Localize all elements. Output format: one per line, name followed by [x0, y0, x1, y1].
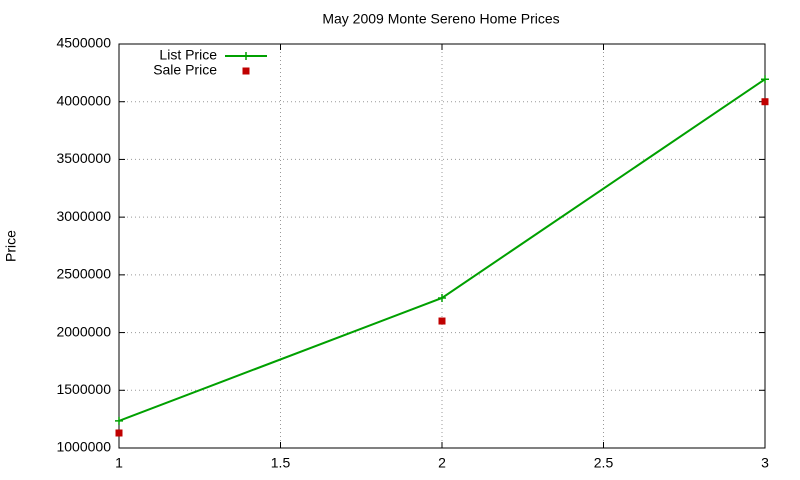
data-point	[761, 75, 769, 84]
legend-label: List Price	[159, 47, 217, 63]
y-tick-label: 1500000	[56, 381, 111, 397]
y-tick-label: 2000000	[56, 323, 111, 339]
y-tick-label: 4500000	[56, 35, 111, 51]
data-point	[761, 98, 769, 106]
data-point	[438, 317, 446, 325]
y-tick-label: 1000000	[56, 439, 111, 455]
y-tick-label: 3500000	[56, 150, 111, 166]
x-tick-label: 2	[438, 455, 446, 471]
chart-title: May 2009 Monte Sereno Home Prices	[322, 11, 559, 27]
plot-border	[118, 43, 766, 449]
y-tick-label: 4000000	[56, 92, 111, 108]
y-tick-label: 3000000	[56, 208, 111, 224]
legend-swatch	[242, 67, 250, 75]
x-tick-label: 1.5	[271, 455, 291, 471]
y-axis-label: Price	[3, 230, 19, 262]
series-line	[118, 78, 766, 422]
x-tick-label: 2.5	[594, 455, 614, 471]
legend-swatch	[242, 52, 250, 60]
x-tick-label: 3	[761, 455, 769, 471]
data-point	[115, 429, 123, 437]
x-tick-label: 1	[115, 455, 123, 471]
data-point	[115, 416, 123, 425]
data-point	[438, 293, 446, 302]
legend-label: Sale Price	[153, 62, 217, 78]
y-tick-label: 2500000	[56, 266, 111, 282]
